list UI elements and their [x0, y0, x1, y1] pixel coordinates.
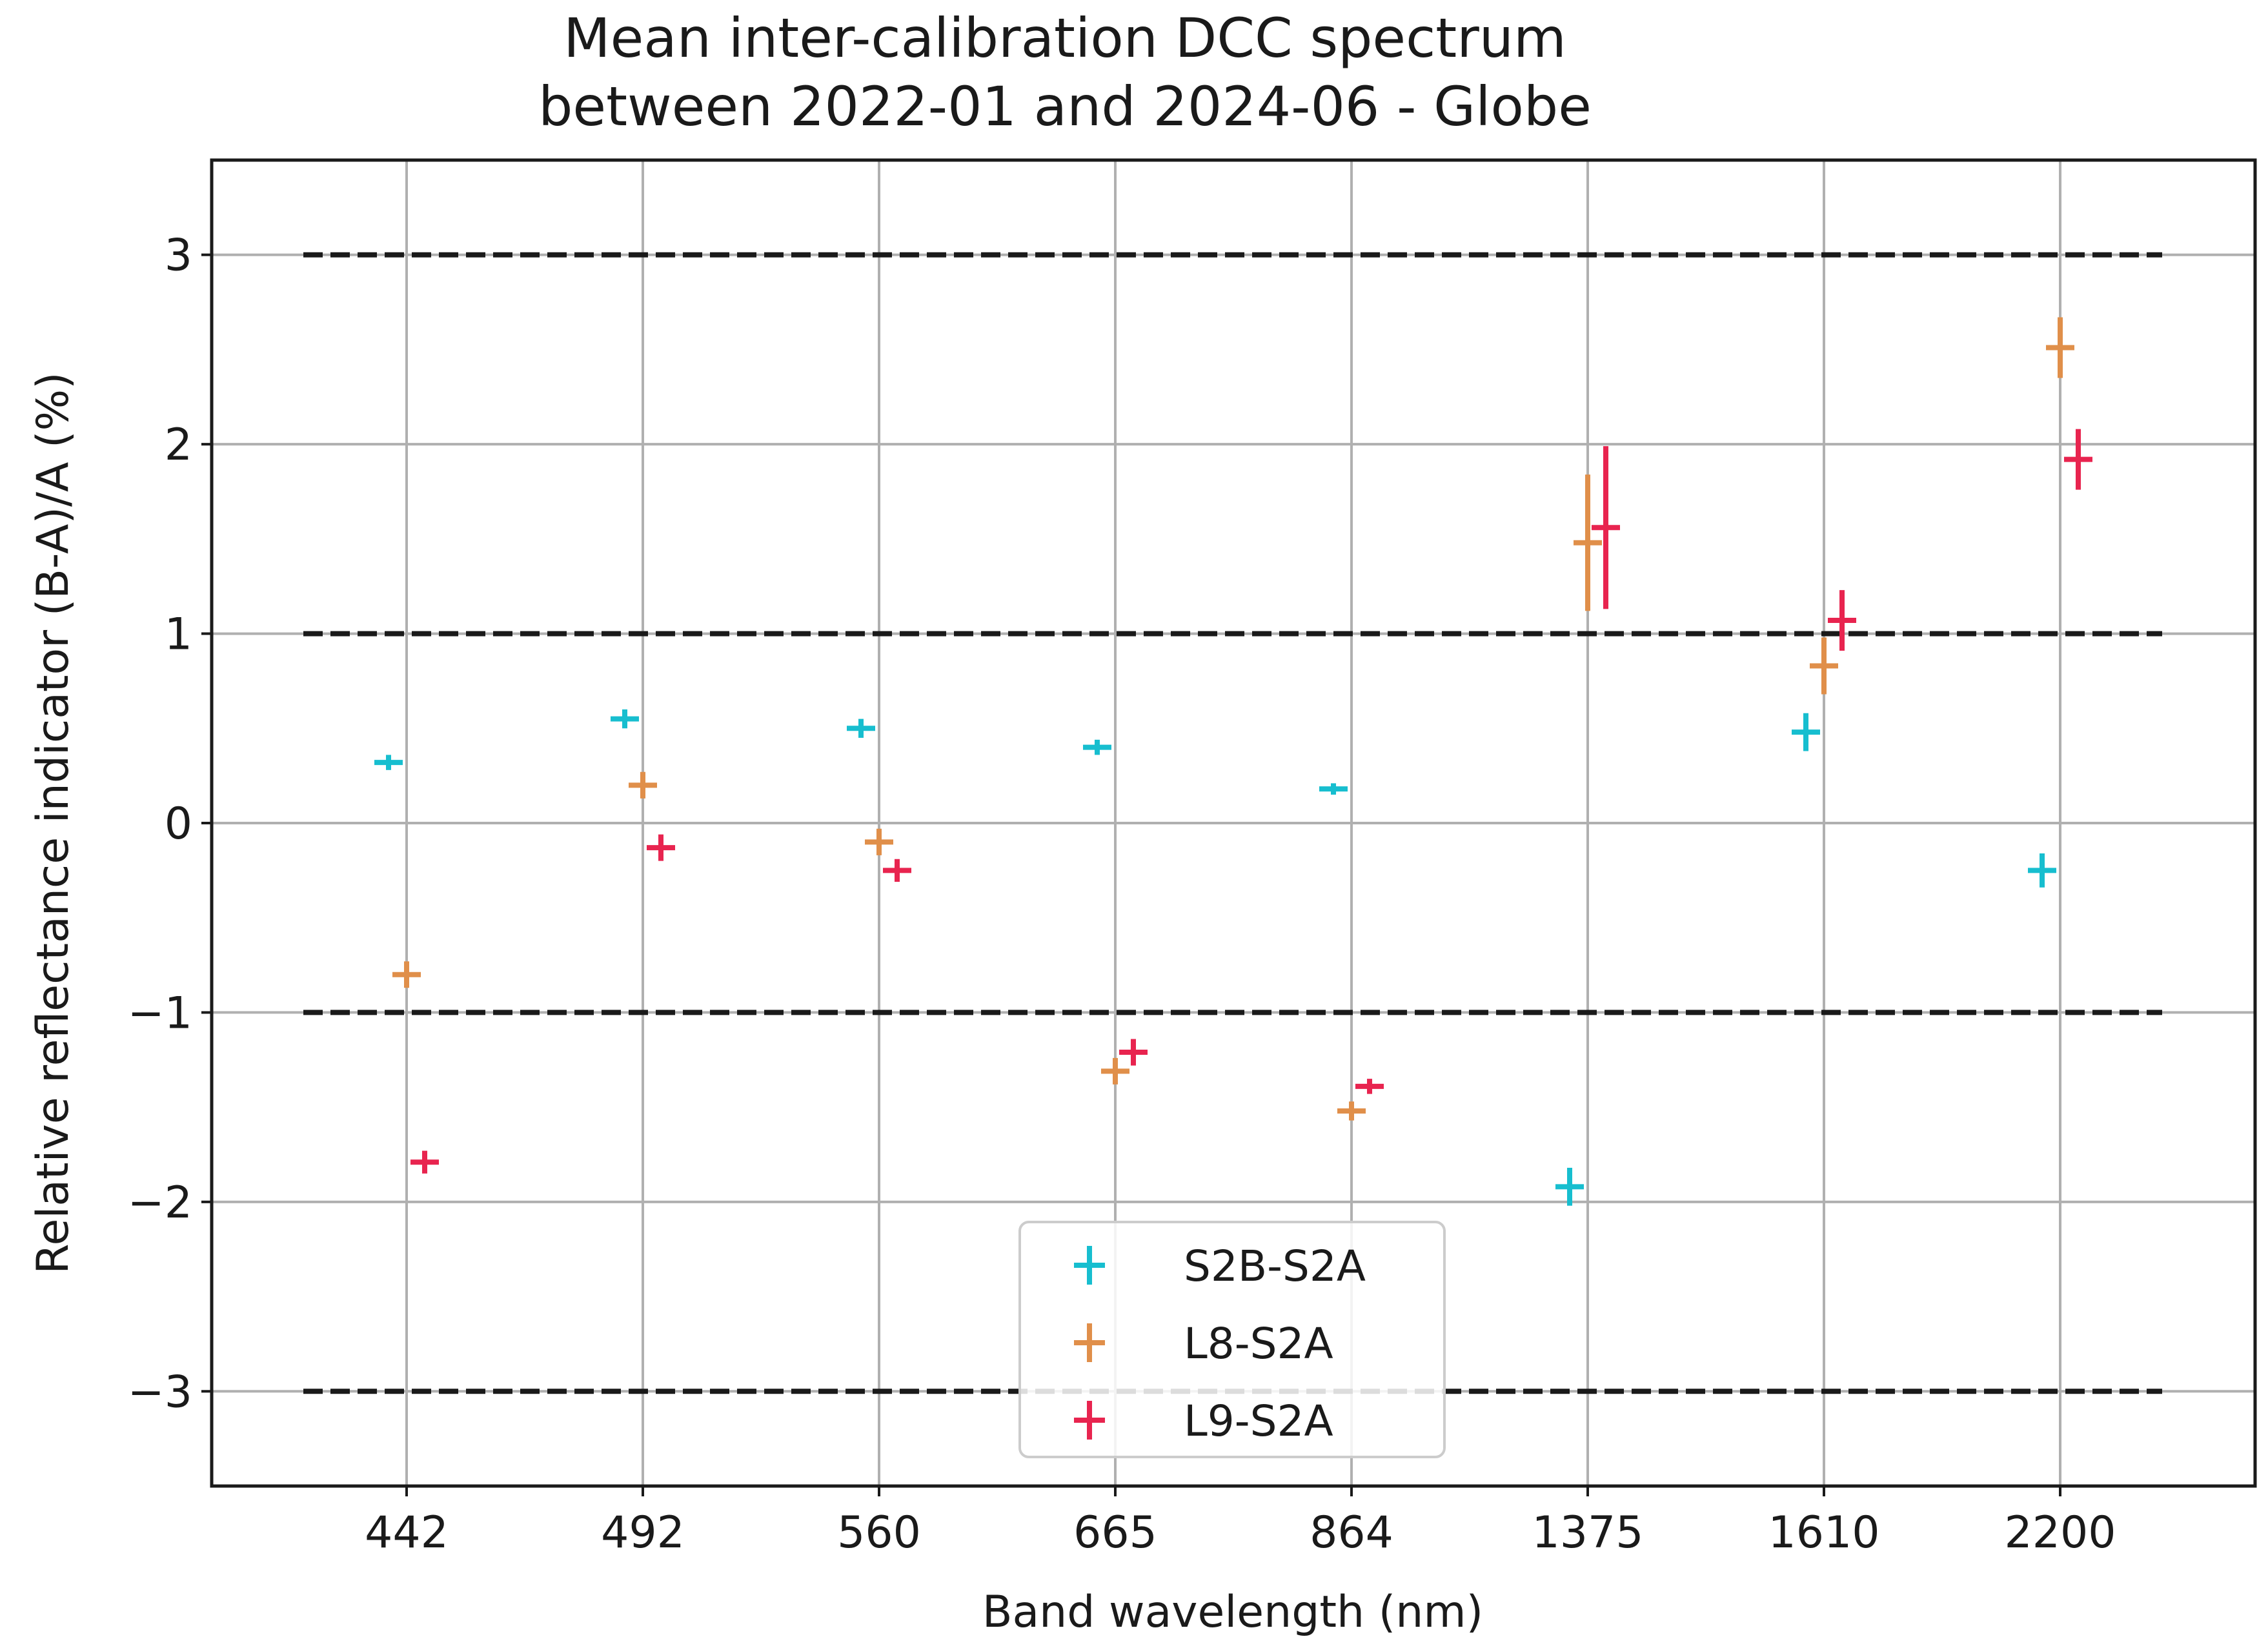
data-point-s2b-s2a-492 [611, 709, 639, 729]
data-point-s2b-s2a-1375 [1555, 1168, 1584, 1206]
data-point-s2b-s2a-864 [1319, 783, 1348, 795]
y-tick-label: 2 [165, 420, 192, 471]
x-tick-label: 2200 [2004, 1507, 2116, 1558]
legend: S2B-S2A L8-S2A L9-S2A [1018, 1221, 1446, 1458]
y-tick-label: 1 [165, 609, 192, 660]
data-point-l8-s2a-665 [1101, 1057, 1129, 1085]
x-axis-label: Band wavelength (nm) [982, 1587, 1483, 1638]
data-points [374, 317, 2092, 1206]
chart-title-line-2: between 2022-01 and 2024-06 - Globe [538, 75, 1592, 138]
data-point-l8-s2a-492 [629, 771, 657, 799]
legend-entry-l9-s2a: L9-S2A [1074, 1396, 1333, 1446]
legend-frame [1018, 1221, 1446, 1458]
legend-label: L8-S2A [1184, 1319, 1333, 1369]
x-axis-ticks: 442 492 560 665 864 1375 1610 2200 [365, 1486, 2116, 1558]
y-tick-label: 3 [165, 230, 192, 281]
data-point-l8-s2a-1375 [1574, 474, 1602, 611]
x-tick-label: 1610 [1768, 1507, 1879, 1558]
y-axis-ticks: −3 −2 −1 0 1 2 3 [128, 230, 212, 1418]
legend-entries: S2B-S2A L8-S2A L9-S2A [1074, 1241, 1366, 1446]
x-tick-label: 665 [1073, 1507, 1157, 1558]
data-point-s2b-s2a-1610 [1792, 713, 1820, 751]
y-tick-label: −2 [128, 1177, 192, 1228]
data-point-s2b-s2a-560 [847, 718, 875, 738]
chart-title-line-1: Mean inter-calibration DCC spectrum [563, 6, 1566, 70]
data-point-s2b-s2a-2200 [2028, 853, 2056, 888]
y-tick-label: −3 [128, 1367, 192, 1418]
x-tick-label: 492 [601, 1507, 685, 1558]
data-point-l9-s2a-1610 [1828, 590, 1856, 651]
data-point-l9-s2a-1375 [1592, 446, 1620, 609]
x-tick-label: 864 [1310, 1507, 1393, 1558]
data-point-l8-s2a-442 [392, 961, 421, 988]
data-point-l9-s2a-864 [1355, 1079, 1384, 1094]
legend-label: S2B-S2A [1184, 1241, 1366, 1291]
x-tick-label: 560 [837, 1507, 921, 1558]
legend-entry-s2b-s2a: S2B-S2A [1074, 1241, 1366, 1291]
data-point-l9-s2a-442 [410, 1150, 439, 1174]
legend-entry-l8-s2a: L8-S2A [1074, 1319, 1333, 1369]
x-tick-label: 442 [365, 1507, 449, 1558]
threshold-lines [303, 252, 2162, 1394]
data-point-s2b-s2a-665 [1083, 739, 1111, 755]
y-tick-label: 0 [165, 799, 192, 850]
data-point-s2b-s2a-442 [374, 755, 403, 770]
data-point-l9-s2a-560 [883, 859, 911, 882]
y-tick-label: −1 [128, 988, 192, 1039]
data-point-l8-s2a-560 [865, 828, 893, 855]
data-point-l8-s2a-1610 [1810, 637, 1838, 695]
data-point-l8-s2a-2200 [2046, 317, 2074, 378]
data-point-l9-s2a-2200 [2064, 429, 2092, 490]
y-axis-label: Relative reflectance indicator (B-A)/A (… [28, 372, 79, 1274]
data-point-l9-s2a-665 [1119, 1039, 1148, 1066]
legend-label: L9-S2A [1184, 1396, 1333, 1446]
data-point-l8-s2a-864 [1337, 1101, 1366, 1121]
x-tick-label: 1375 [1532, 1507, 1643, 1558]
data-point-l9-s2a-492 [647, 834, 675, 861]
